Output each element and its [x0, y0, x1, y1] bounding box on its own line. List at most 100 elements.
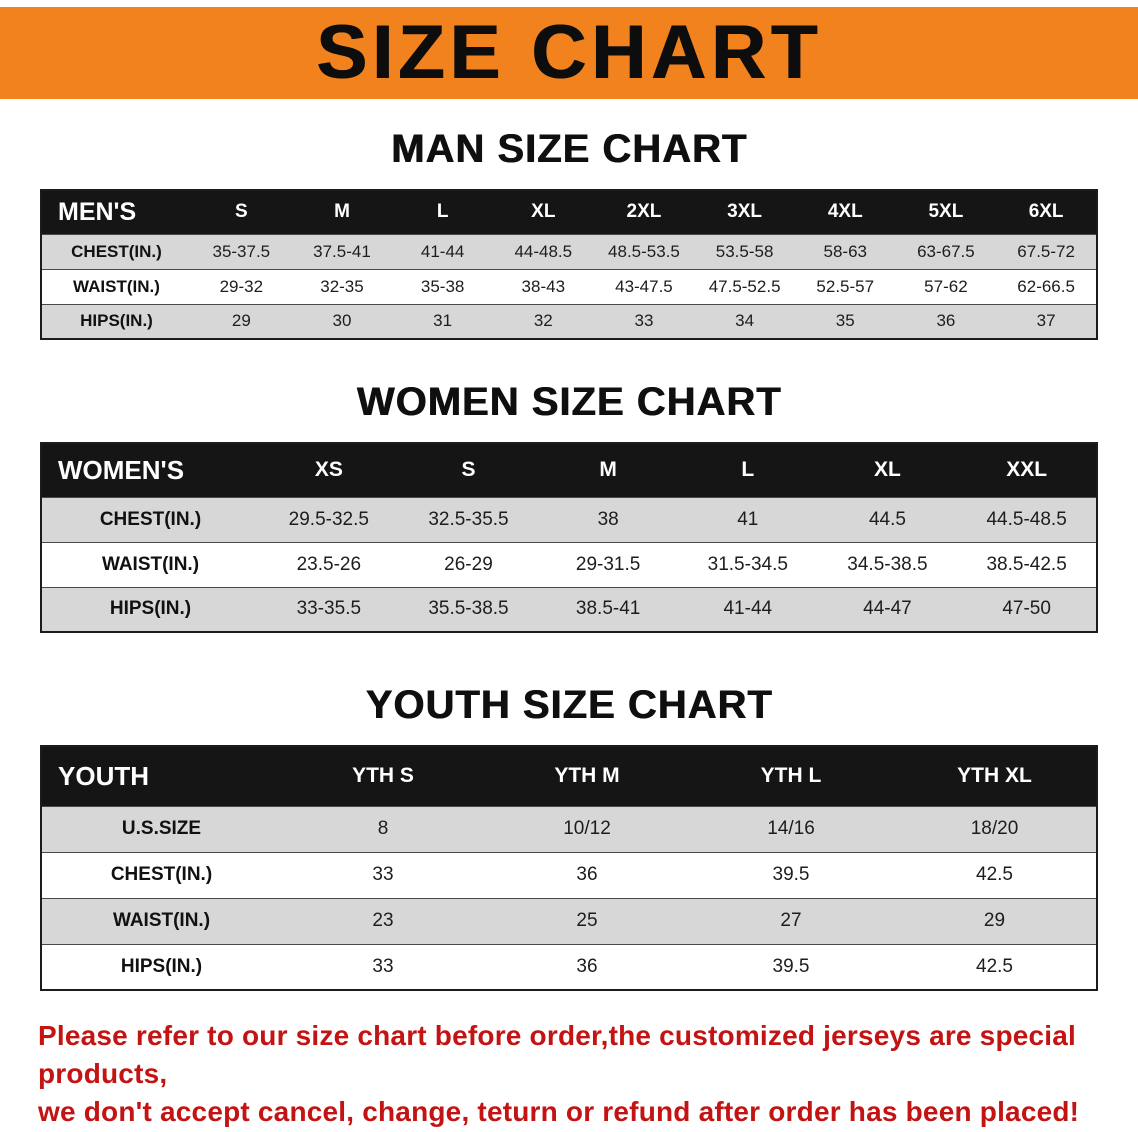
- size-column-header: L: [677, 443, 818, 498]
- row-label: CHEST(IN.): [41, 497, 259, 543]
- table-row: WAIST(IN.) 23 25 27 29: [41, 898, 1097, 945]
- size-value: 23: [281, 898, 485, 945]
- size-value: 34.5-38.5: [817, 542, 958, 588]
- size-value: 29-31.5: [538, 542, 678, 588]
- size-value: 36: [485, 944, 689, 991]
- table-row: CHEST(IN.) 33 36 39.5 42.5: [41, 852, 1097, 899]
- table-header-row: MEN'S S M L XL 2XL 3XL 4XL 5XL 6XL: [41, 190, 1097, 235]
- size-value: 10/12: [485, 806, 689, 853]
- table-row: U.S.SIZE 8 10/12 14/16 18/20: [41, 806, 1097, 853]
- row-label: WAIST(IN.): [41, 542, 259, 588]
- size-value: 42.5: [893, 944, 1097, 991]
- size-value: 36: [485, 852, 689, 899]
- row-label: CHEST(IN.): [41, 852, 281, 899]
- women-section-heading: WOMEN SIZE CHART: [356, 380, 782, 424]
- page-title: SIZE CHART: [316, 10, 822, 95]
- table-header-row: YOUTH YTH S YTH M YTH L YTH XL: [41, 746, 1097, 807]
- size-value: 43-47.5: [593, 269, 695, 305]
- size-column-header: 3XL: [694, 190, 795, 235]
- size-value: 23.5-26: [259, 542, 399, 588]
- size-value: 35: [794, 304, 896, 340]
- size-value: 34: [694, 304, 795, 340]
- size-column-header: 2XL: [593, 190, 695, 235]
- size-value: 33: [281, 852, 485, 899]
- size-value: 57-62: [895, 269, 997, 305]
- size-column-header: S: [398, 443, 539, 498]
- size-value: 36: [895, 304, 997, 340]
- size-column-header: M: [291, 190, 393, 235]
- disclaimer-line-1: Please refer to our size chart before or…: [38, 1020, 1077, 1089]
- men-size-table: MEN'S S M L XL 2XL 3XL 4XL 5XL 6XL CHEST(IN.) 35-37…: [40, 189, 1098, 340]
- women-size-table: WOMEN'S XS S M L XL XXL CHEST(IN.) 29.5-32.5 32.5…: [40, 442, 1098, 633]
- size-column-header: 4XL: [794, 190, 896, 235]
- size-value: 29: [893, 898, 1097, 945]
- size-value: 18/20: [893, 806, 1097, 853]
- size-value: 38.5-41: [538, 587, 678, 633]
- size-value: 41: [677, 497, 818, 543]
- size-value: 35-37.5: [191, 234, 292, 270]
- size-value: 44.5: [817, 497, 958, 543]
- table-row: HIPS(IN.) 29 30 31 32 33 34 35 36 37: [41, 304, 1097, 340]
- size-column-header: L: [392, 190, 493, 235]
- size-value: 37.5-41: [291, 234, 393, 270]
- size-column-header: YTH S: [281, 746, 485, 807]
- size-value: 33: [593, 304, 695, 340]
- table-row: WAIST(IN.) 29-32 32-35 35-38 38-43 43-47.5 47.…: [41, 269, 1097, 305]
- size-value: 41-44: [677, 587, 818, 633]
- size-value: 52.5-57: [794, 269, 896, 305]
- table-row: HIPS(IN.) 33 36 39.5 42.5: [41, 944, 1097, 991]
- row-label: WAIST(IN.): [41, 898, 281, 945]
- row-label-header: WOMEN'S: [41, 443, 259, 498]
- size-value: 30: [291, 304, 393, 340]
- size-value: 39.5: [689, 852, 893, 899]
- size-column-header: M: [538, 443, 678, 498]
- table-row: CHEST(IN.) 29.5-32.5 32.5-35.5 38 41 44.5 44.5…: [41, 497, 1097, 543]
- banner: SIZE CHART: [0, 7, 1138, 99]
- size-value: 33-35.5: [259, 587, 399, 633]
- size-column-header: YTH XL: [893, 746, 1097, 807]
- size-value: 42.5: [893, 852, 1097, 899]
- size-value: 44-47: [817, 587, 958, 633]
- size-value: 29-32: [191, 269, 292, 305]
- row-label: CHEST(IN.): [41, 234, 191, 270]
- size-value: 47-50: [957, 587, 1097, 633]
- size-value: 44.5-48.5: [957, 497, 1097, 543]
- size-column-header: YTH M: [485, 746, 689, 807]
- size-value: 67.5-72: [996, 234, 1097, 270]
- size-value: 33: [281, 944, 485, 991]
- table-row: HIPS(IN.) 33-35.5 35.5-38.5 38.5-41 41-44 44-…: [41, 587, 1097, 633]
- size-value: 29.5-32.5: [259, 497, 399, 543]
- disclaimer-text: Please refer to our size chart before or…: [38, 1017, 1100, 1130]
- size-column-header: 5XL: [895, 190, 997, 235]
- row-label-header: YOUTH: [41, 746, 281, 807]
- size-column-header: YTH L: [689, 746, 893, 807]
- youth-section-heading: YOUTH SIZE CHART: [365, 683, 773, 727]
- row-label: HIPS(IN.): [41, 304, 191, 340]
- row-label: U.S.SIZE: [41, 806, 281, 853]
- row-label: WAIST(IN.): [41, 269, 191, 305]
- size-value: 32: [492, 304, 594, 340]
- size-value: 39.5: [689, 944, 893, 991]
- size-value: 63-67.5: [895, 234, 997, 270]
- man-section-heading: MAN SIZE CHART: [390, 127, 748, 171]
- size-value: 44-48.5: [492, 234, 594, 270]
- size-value: 35-38: [392, 269, 493, 305]
- size-value: 8: [281, 806, 485, 853]
- size-value: 37: [996, 304, 1097, 340]
- row-label: HIPS(IN.): [41, 944, 281, 991]
- size-value: 26-29: [398, 542, 539, 588]
- size-column-header: XS: [259, 443, 399, 498]
- size-value: 29: [191, 304, 292, 340]
- size-value: 41-44: [392, 234, 493, 270]
- size-value: 38: [538, 497, 678, 543]
- size-value: 14/16: [689, 806, 893, 853]
- size-value: 32-35: [291, 269, 393, 305]
- size-value: 31: [392, 304, 493, 340]
- size-value: 38-43: [492, 269, 594, 305]
- size-value: 58-63: [794, 234, 896, 270]
- table-row: WAIST(IN.) 23.5-26 26-29 29-31.5 31.5-34.5 34…: [41, 542, 1097, 588]
- size-value: 38.5-42.5: [957, 542, 1097, 588]
- size-column-header: 6XL: [996, 190, 1097, 235]
- size-column-header: XL: [492, 190, 594, 235]
